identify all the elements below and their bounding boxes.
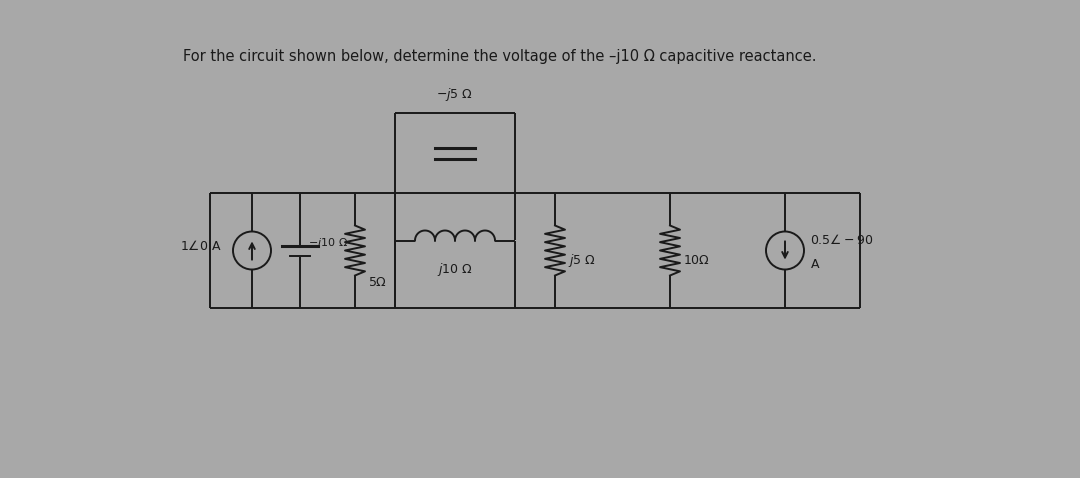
Text: $j5\ \Omega$: $j5\ \Omega$ — [568, 252, 596, 269]
Text: $1\angle 0\ \mathrm{A}$: $1\angle 0\ \mathrm{A}$ — [180, 239, 222, 253]
Text: $5\Omega$: $5\Omega$ — [368, 276, 387, 289]
Text: $10\Omega$: $10\Omega$ — [683, 254, 710, 267]
Text: $j10\ \Omega$: $j10\ \Omega$ — [437, 261, 473, 278]
Text: $0.5\angle -90$: $0.5\angle -90$ — [810, 233, 874, 248]
Text: $\mathrm{A}$: $\mathrm{A}$ — [810, 258, 821, 271]
Text: For the circuit shown below, determine the voltage of the –j10 Ω capacitive reac: For the circuit shown below, determine t… — [184, 48, 816, 64]
Text: $-j10\ \Omega$: $-j10\ \Omega$ — [308, 236, 348, 250]
Text: $-j5\ \Omega$: $-j5\ \Omega$ — [436, 86, 473, 103]
